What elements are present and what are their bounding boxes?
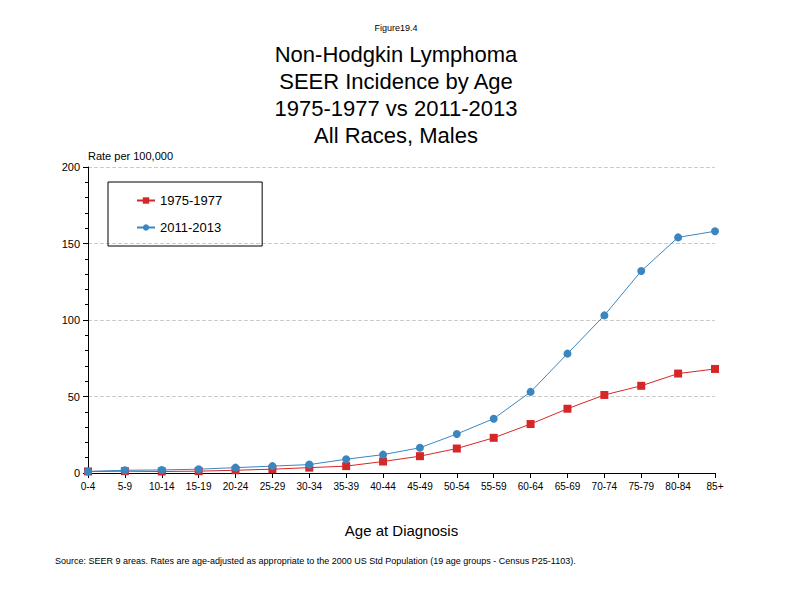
svg-text:50: 50	[68, 391, 80, 403]
svg-text:2011-2013: 2011-2013	[160, 220, 221, 235]
svg-text:40-44: 40-44	[370, 481, 396, 492]
svg-text:0-4: 0-4	[81, 481, 96, 492]
svg-text:20-24: 20-24	[223, 481, 249, 492]
svg-text:55-59: 55-59	[481, 481, 507, 492]
svg-text:45-49: 45-49	[407, 481, 433, 492]
svg-text:25-29: 25-29	[260, 481, 286, 492]
svg-text:Non-Hodgkin Lymphoma: Non-Hodgkin Lymphoma	[275, 42, 518, 67]
svg-text:All Races, Males: All Races, Males	[314, 123, 478, 148]
svg-text:10-14: 10-14	[149, 481, 175, 492]
svg-text:Source: SEER 9 areas. Rates ar: Source: SEER 9 areas. Rates are age-adju…	[55, 556, 576, 566]
svg-text:100: 100	[62, 314, 80, 326]
svg-text:Age at Diagnosis: Age at Diagnosis	[345, 522, 458, 539]
svg-text:70-74: 70-74	[592, 481, 618, 492]
svg-text:85+: 85+	[707, 481, 724, 492]
svg-text:65-69: 65-69	[555, 481, 581, 492]
svg-text:200: 200	[62, 161, 80, 173]
svg-text:75-79: 75-79	[628, 481, 654, 492]
svg-text:80-84: 80-84	[665, 481, 691, 492]
svg-text:1975-1977: 1975-1977	[160, 193, 222, 208]
svg-text:15-19: 15-19	[186, 481, 212, 492]
svg-text:150: 150	[62, 238, 80, 250]
svg-text:30-34: 30-34	[297, 481, 323, 492]
svg-text:Figure19.4: Figure19.4	[374, 23, 417, 33]
svg-text:Rate per 100,000: Rate per 100,000	[88, 150, 173, 162]
svg-text:60-64: 60-64	[518, 481, 544, 492]
svg-text:SEER Incidence by Age: SEER Incidence by Age	[279, 69, 513, 94]
svg-text:0: 0	[74, 467, 80, 479]
svg-text:5-9: 5-9	[118, 481, 133, 492]
svg-text:1975-1977 vs 2011-2013: 1975-1977 vs 2011-2013	[274, 96, 517, 121]
svg-text:50-54: 50-54	[444, 481, 470, 492]
svg-text:35-39: 35-39	[333, 481, 359, 492]
